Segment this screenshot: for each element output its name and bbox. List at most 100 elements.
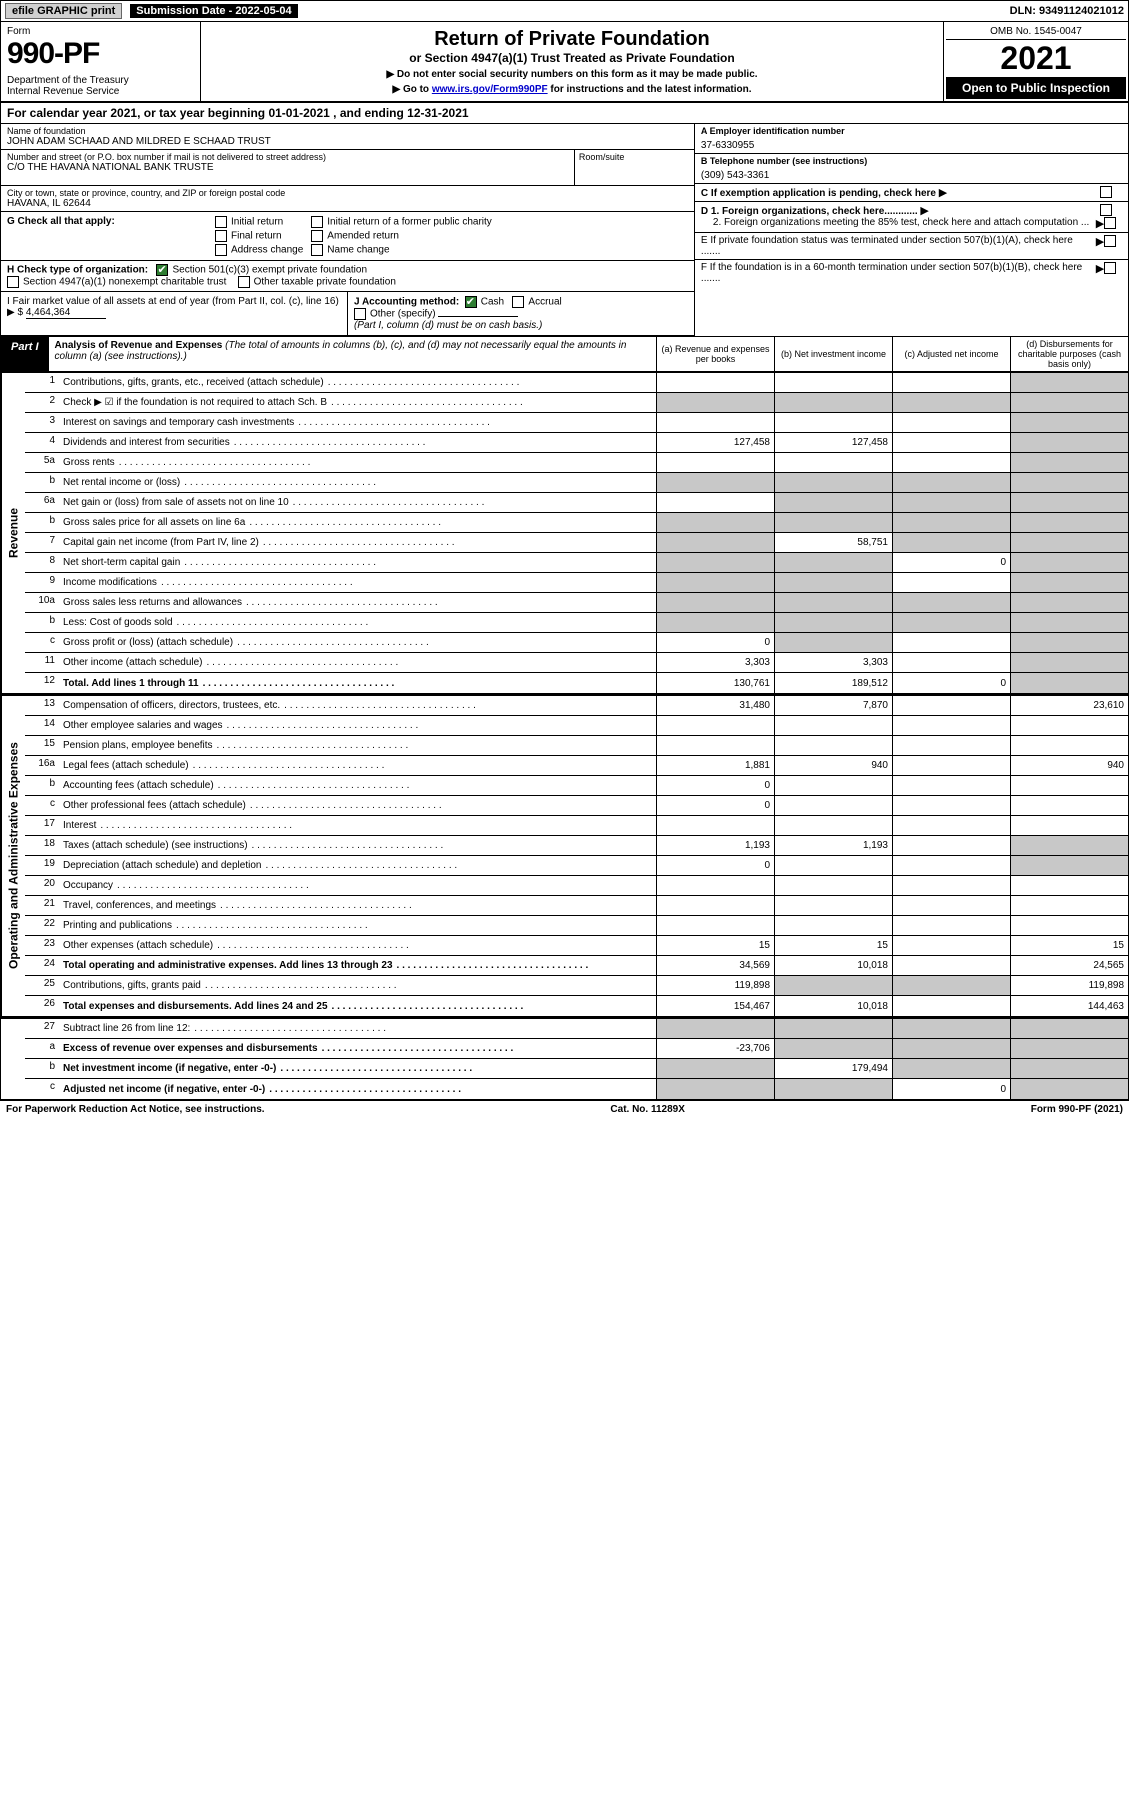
- cell-c: [892, 1039, 1010, 1058]
- line-number: 14: [25, 716, 59, 735]
- cell-b: [774, 896, 892, 915]
- cell-a: [656, 896, 774, 915]
- phone-row: B Telephone number (see instructions) (3…: [695, 154, 1128, 184]
- city-value: HAVANA, IL 62644: [7, 198, 688, 209]
- chk-exemption-pending[interactable]: [1100, 186, 1112, 198]
- line-number: 4: [25, 433, 59, 452]
- table-row: 20Occupancy: [25, 876, 1128, 896]
- chk-501c3[interactable]: [156, 264, 168, 276]
- cell-a: 31,480: [656, 696, 774, 715]
- table-row: bGross sales price for all assets on lin…: [25, 513, 1128, 533]
- cell-b: [774, 796, 892, 815]
- table-row: 5aGross rents: [25, 453, 1128, 473]
- c-label: C If exemption application is pending, c…: [701, 188, 936, 199]
- cell-d: [1010, 916, 1128, 935]
- chk-cash[interactable]: [465, 296, 477, 308]
- table-row: bAccounting fees (attach schedule)0: [25, 776, 1128, 796]
- chk-other-method[interactable]: [354, 308, 366, 320]
- line-desc: Accounting fees (attach schedule): [59, 776, 656, 795]
- line-number: 13: [25, 696, 59, 715]
- chk-final-return[interactable]: [215, 230, 227, 242]
- cell-a: [656, 613, 774, 632]
- chk-amended-return[interactable]: [311, 230, 323, 242]
- column-headers: (a) Revenue and expenses per books (b) N…: [656, 337, 1128, 371]
- cell-c: [892, 756, 1010, 775]
- chk-60month[interactable]: [1104, 262, 1116, 274]
- table-row: 24Total operating and administrative exp…: [25, 956, 1128, 976]
- cell-d: [1010, 876, 1128, 895]
- line-number: 26: [25, 996, 59, 1016]
- table-row: 3Interest on savings and temporary cash …: [25, 413, 1128, 433]
- b-label: B Telephone number (see instructions): [701, 156, 867, 166]
- cell-a: [656, 593, 774, 612]
- table-row: 12Total. Add lines 1 through 11130,76118…: [25, 673, 1128, 693]
- room-suite-label: Room/suite: [574, 150, 694, 185]
- table-row: 1Contributions, gifts, grants, etc., rec…: [25, 373, 1128, 393]
- part1-title: Analysis of Revenue and Expenses: [55, 340, 223, 351]
- line-desc: Total operating and administrative expen…: [59, 956, 656, 975]
- chk-other-taxable[interactable]: [238, 276, 250, 288]
- foundation-name: JOHN ADAM SCHAAD AND MILDRED E SCHAAD TR…: [7, 136, 688, 147]
- a-label: A Employer identification number: [701, 126, 845, 136]
- table-row: 14Other employee salaries and wages: [25, 716, 1128, 736]
- dln-label: DLN: 93491124021012: [1010, 5, 1124, 17]
- form-note-link: ▶ Go to www.irs.gov/Form990PF for instru…: [207, 84, 937, 95]
- chk-4947a1[interactable]: [7, 276, 19, 288]
- form-subtitle: or Section 4947(a)(1) Trust Treated as P…: [207, 51, 937, 65]
- line-desc: Less: Cost of goods sold: [59, 613, 656, 632]
- chk-85pct[interactable]: [1104, 217, 1116, 229]
- line-desc: Capital gain net income (from Part IV, l…: [59, 533, 656, 552]
- line-number: 20: [25, 876, 59, 895]
- identity-block: Name of foundation JOHN ADAM SCHAAD AND …: [0, 124, 1129, 337]
- chk-initial-former[interactable]: [311, 216, 323, 228]
- cell-b: 179,494: [774, 1059, 892, 1078]
- cell-d: [1010, 593, 1128, 612]
- cell-d: [1010, 393, 1128, 412]
- cell-b: [774, 776, 892, 795]
- chk-terminated[interactable]: [1104, 235, 1116, 247]
- cell-a: 119,898: [656, 976, 774, 995]
- cell-a: [656, 716, 774, 735]
- tax-year: 2021: [946, 40, 1126, 77]
- cell-b: [774, 493, 892, 512]
- chk-accrual[interactable]: [512, 296, 524, 308]
- chk-name-change[interactable]: [311, 244, 323, 256]
- expenses-side-label: Operating and Administrative Expenses: [1, 696, 25, 1016]
- cell-b: [774, 613, 892, 632]
- table-row: 23Other expenses (attach schedule)151515: [25, 936, 1128, 956]
- line-number: c: [25, 1079, 59, 1099]
- h-label: H Check type of organization:: [7, 265, 148, 276]
- line-desc: Net short-term capital gain: [59, 553, 656, 572]
- cell-c: [892, 896, 1010, 915]
- cell-b: 10,018: [774, 956, 892, 975]
- footer-mid: Cat. No. 11289X: [610, 1104, 684, 1115]
- cell-a: [656, 413, 774, 432]
- table-row: 22Printing and publications: [25, 916, 1128, 936]
- line-i-j: I Fair market value of all assets at end…: [1, 292, 694, 336]
- chk-address-change[interactable]: [215, 244, 227, 256]
- efile-print-button[interactable]: efile GRAPHIC print: [5, 3, 122, 19]
- chk-initial-return[interactable]: [215, 216, 227, 228]
- cell-d: [1010, 553, 1128, 572]
- cell-d: 144,463: [1010, 996, 1128, 1016]
- chk-foreign-org[interactable]: [1100, 204, 1112, 216]
- line-desc: Other employee salaries and wages: [59, 716, 656, 735]
- cell-a: [656, 553, 774, 572]
- line-number: 18: [25, 836, 59, 855]
- table-row: 25Contributions, gifts, grants paid119,8…: [25, 976, 1128, 996]
- cell-d: 24,565: [1010, 956, 1128, 975]
- part1-header: Part I Analysis of Revenue and Expenses …: [0, 337, 1129, 372]
- irs-link[interactable]: www.irs.gov/Form990PF: [432, 84, 548, 95]
- table-row: 9Income modifications: [25, 573, 1128, 593]
- line-desc: Net gain or (loss) from sale of assets n…: [59, 493, 656, 512]
- line-desc: Compensation of officers, directors, tru…: [59, 696, 656, 715]
- line-number: b: [25, 1059, 59, 1078]
- line-number: 11: [25, 653, 59, 672]
- submission-date-badge: Submission Date - 2022-05-04: [130, 4, 297, 18]
- g-opt-1: Final return: [231, 231, 282, 242]
- table-row: bLess: Cost of goods sold: [25, 613, 1128, 633]
- d2-label: 2. Foreign organizations meeting the 85%…: [713, 217, 1094, 230]
- note-pre: ▶ Go to: [392, 84, 431, 95]
- line-desc: Legal fees (attach schedule): [59, 756, 656, 775]
- h-opt-1: Section 501(c)(3) exempt private foundat…: [172, 265, 367, 276]
